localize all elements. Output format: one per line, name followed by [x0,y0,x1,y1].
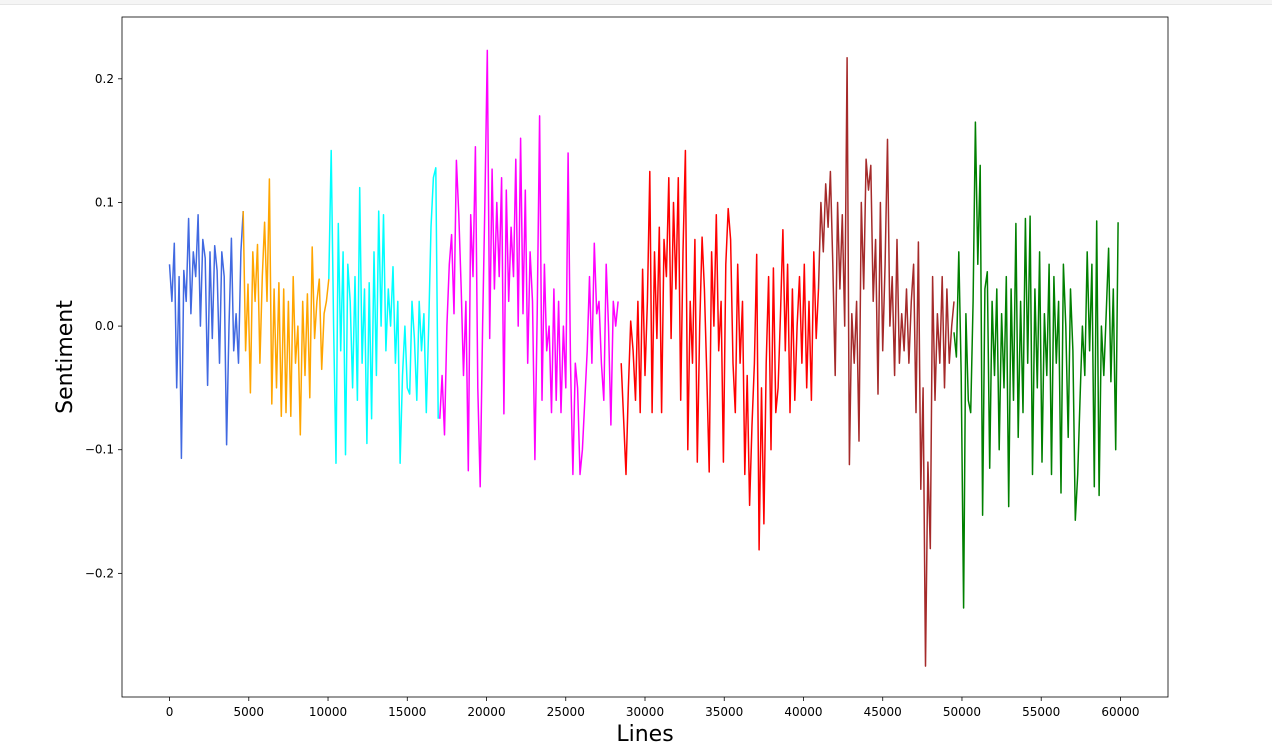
x-axis: 0 5000 10000 15000 20000 25000 30000 35000 40000… [166,697,1140,719]
x-tick-label: 35000 [705,705,743,719]
x-tick-label: 0 [166,705,174,719]
y-tick-label: −0.1 [85,443,114,457]
series-line-2 [242,178,330,436]
x-tick-label: 20000 [467,705,505,719]
series-line-6 [817,57,955,667]
x-axis-title: Lines [616,722,673,747]
y-tick-label: −0.2 [85,566,114,580]
x-tick-label: 15000 [388,705,426,719]
series-line-4 [439,49,619,488]
y-axis-title: Sentiment [53,300,78,414]
x-tick-label: 10000 [309,705,347,719]
series-layer [168,49,1119,667]
x-tick-label: 5000 [234,705,265,719]
x-tick-label: 60000 [1101,705,1139,719]
series-line-3 [328,149,439,465]
y-tick-label: 0.0 [95,319,114,333]
x-tick-label: 55000 [1022,705,1060,719]
top-border [0,0,1272,5]
x-tick-label: 25000 [547,705,585,719]
series-line-1 [168,211,244,460]
x-tick-label: 40000 [784,705,822,719]
series-line-5 [620,149,820,551]
x-tick-label: 45000 [864,705,902,719]
x-tick-label: 30000 [626,705,664,719]
x-tick-label: 50000 [943,705,981,719]
y-axis: −0.2 −0.1 0.0 0.1 0.2 [85,72,122,580]
series-line-7 [953,121,1119,609]
y-tick-label: 0.1 [95,195,114,209]
y-tick-label: 0.2 [95,72,114,86]
